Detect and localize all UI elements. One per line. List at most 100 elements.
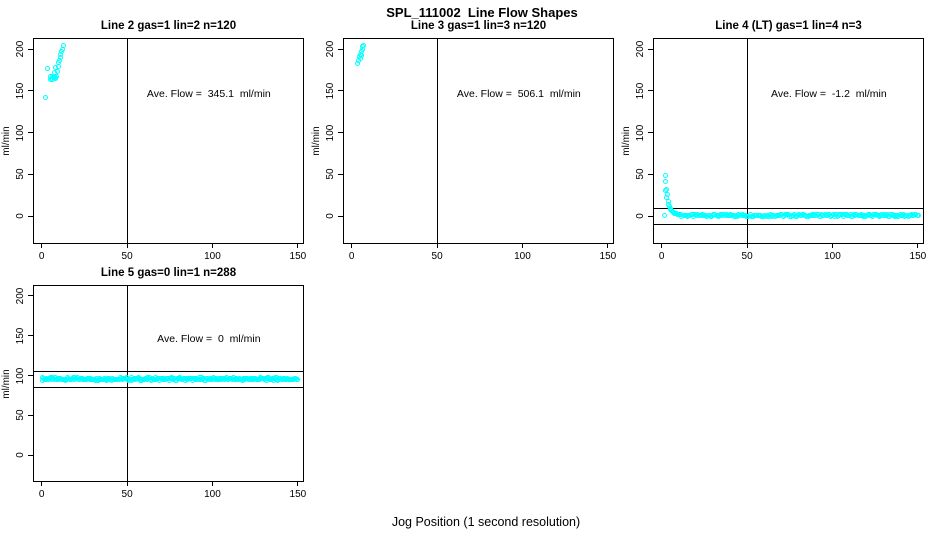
x-tick <box>41 243 43 248</box>
subplot-line4-chart: Line 4 (LT) gas=1 lin=4 n=3 ml/min Ave. Fl… <box>621 20 926 262</box>
average-flow-annotation: Ave. Flow = 345.1 ml/min <box>146 87 271 100</box>
y-tick-label: 150 <box>15 327 26 344</box>
y-tick-label: 0 <box>635 213 646 220</box>
y-axis-title: ml/min <box>311 126 322 156</box>
y-tick-label: 50 <box>635 168 646 180</box>
y-tick-label: 0 <box>15 213 26 220</box>
y-tick-label: 100 <box>15 367 26 384</box>
y-axis-title: ml/min <box>1 126 12 156</box>
x-tick <box>41 481 43 486</box>
y-tick-label: 100 <box>15 124 26 141</box>
x-tick <box>211 243 213 248</box>
data-point <box>53 74 59 80</box>
x-tick-label: 50 <box>121 251 133 262</box>
x-tick <box>211 481 213 486</box>
y-axis-title: ml/min <box>621 126 632 156</box>
y-tick <box>28 48 33 50</box>
x-tick-label: 0 <box>658 251 665 262</box>
x-tick <box>521 243 523 248</box>
data-point <box>361 42 367 48</box>
y-axis-title: ml/min <box>1 368 12 399</box>
y-tick-label: 200 <box>15 40 26 58</box>
y-tick-label: 150 <box>325 82 336 100</box>
subplot-line5-chart: Line 5 gas=0 lin=1 n=288 ml/min Ave. Flow … <box>1 267 306 500</box>
data-point <box>54 68 60 74</box>
data-point <box>662 173 668 179</box>
y-tick <box>28 90 33 92</box>
y-tick <box>648 173 653 175</box>
x-tick <box>831 243 833 248</box>
x-tick-label: 0 <box>348 251 355 262</box>
y-tick <box>648 215 653 217</box>
y-tick-label: 100 <box>325 124 336 141</box>
subplot-title: Line 5 gas=0 lin=1 n=288 <box>100 267 237 279</box>
x-axis-label: Jog Position (1 second resolution) <box>391 515 581 529</box>
horizontal-reference-line <box>654 207 923 209</box>
y-tick-label: 150 <box>15 82 26 100</box>
x-tick-label: 150 <box>599 251 617 262</box>
subplot-title: Line 2 gas=1 lin=2 n=120 <box>100 20 237 32</box>
x-tick-label: 0 <box>38 251 45 262</box>
y-tick <box>28 215 33 217</box>
average-flow-annotation: Ave. Flow = 506.1 ml/min <box>456 87 581 100</box>
x-tick-label: 50 <box>431 251 443 262</box>
average-flow-annotation: Ave. Flow = -1.2 ml/min <box>771 87 887 100</box>
y-tick <box>648 132 653 134</box>
y-tick-label: 0 <box>325 213 336 220</box>
y-tick-label: 200 <box>325 40 336 58</box>
data-point <box>359 52 365 58</box>
vertical-reference-line <box>436 39 438 243</box>
data-point <box>662 213 668 219</box>
x-tick <box>297 481 299 486</box>
y-tick <box>28 295 33 297</box>
x-tick-label: 150 <box>289 251 307 262</box>
y-tick <box>28 132 33 134</box>
y-tick-label: 50 <box>325 168 336 180</box>
data-point <box>294 377 300 383</box>
x-tick-label: 50 <box>741 251 753 262</box>
subplot-title: Line 4 (LT) gas=1 lin=4 n=3 <box>715 20 862 32</box>
data-point <box>663 178 669 184</box>
x-tick <box>436 243 438 248</box>
horizontal-reference-line <box>34 386 303 388</box>
subplot-line3-chart: Line 3 gas=1 lin=3 n=120 ml/min Ave. Flow … <box>311 20 616 262</box>
x-tick <box>126 243 128 248</box>
x-tick-label: 50 <box>121 489 133 500</box>
average-flow-annotation: Ave. Flow = 0 ml/min <box>157 332 261 345</box>
x-tick-label: 150 <box>289 489 307 500</box>
y-tick-label: 200 <box>635 40 646 58</box>
y-tick-label: 0 <box>15 452 26 459</box>
y-tick <box>338 48 343 50</box>
vertical-reference-line <box>126 286 128 481</box>
horizontal-reference-line <box>654 223 923 225</box>
y-tick <box>338 173 343 175</box>
y-tick <box>28 454 33 456</box>
y-tick-label: 150 <box>635 82 646 100</box>
x-tick <box>607 243 609 248</box>
x-tick <box>746 243 748 248</box>
y-tick <box>648 90 653 92</box>
subplot-line2-chart: Line 2 gas=1 lin=2 n=120 ml/min Ave. Flow … <box>1 20 306 262</box>
y-tick <box>28 173 33 175</box>
x-tick <box>351 243 353 248</box>
y-tick-label: 50 <box>15 409 26 422</box>
data-point <box>60 42 66 48</box>
x-tick-label: 100 <box>204 489 221 500</box>
y-tick <box>338 215 343 217</box>
vertical-reference-line <box>126 39 128 243</box>
y-tick-label: 50 <box>15 168 26 180</box>
y-tick <box>28 375 33 376</box>
x-tick-label: 100 <box>514 251 531 262</box>
x-tick-label: 100 <box>824 251 841 262</box>
data-point <box>43 94 49 100</box>
x-tick <box>297 243 299 248</box>
y-tick <box>338 132 343 134</box>
subplot-title: Line 3 gas=1 lin=3 n=120 <box>410 20 547 32</box>
y-tick <box>648 48 653 50</box>
y-tick <box>338 90 343 92</box>
y-tick <box>28 414 33 416</box>
x-tick <box>661 243 663 248</box>
y-tick-label: 100 <box>635 124 646 141</box>
data-point <box>44 66 50 72</box>
